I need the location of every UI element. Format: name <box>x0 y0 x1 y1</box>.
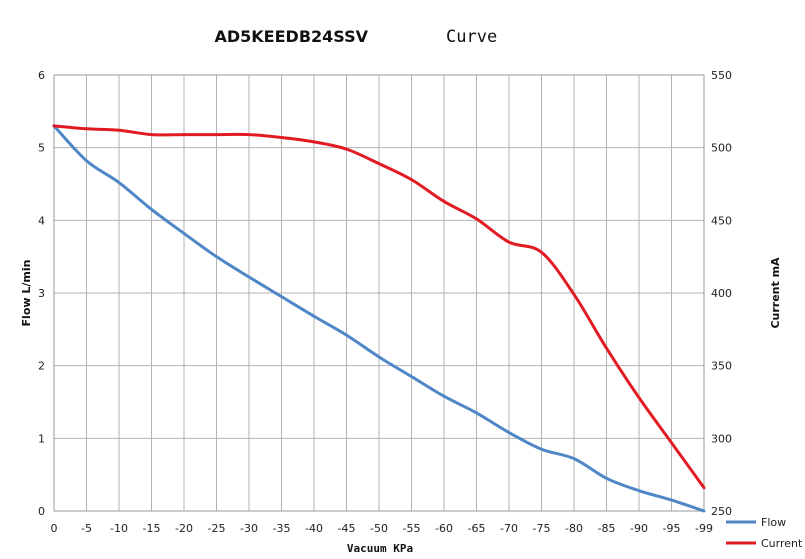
series-line-current <box>52 124 706 490</box>
x-tick-label: -35 <box>273 522 291 535</box>
series-line-flow <box>52 124 706 513</box>
y-right-axis-title: Current mA <box>769 257 782 329</box>
x-tick-label: 0 <box>51 522 58 535</box>
x-axis-title: Vacuum KPa <box>347 542 413 555</box>
x-tick-label: -60 <box>435 522 453 535</box>
x-tick-label: -75 <box>533 522 551 535</box>
x-tick-label: -50 <box>370 522 388 535</box>
y-right-tick-label: 300 <box>711 432 732 445</box>
legend: Flow Current <box>726 516 803 550</box>
y-left-tick-label: 1 <box>38 432 45 445</box>
x-tick-label: -10 <box>110 522 128 535</box>
x-tick-label: -40 <box>305 522 323 535</box>
chart-title-model: AD5KEEDB24SSV <box>214 27 368 46</box>
chart-title: AD5KEEDB24SSV Curve <box>214 27 497 47</box>
x-tick-label: -95 <box>663 522 681 535</box>
y-left-tick-label: 6 <box>38 69 45 82</box>
x-tick-label: -45 <box>338 522 356 535</box>
y-left-tick-label: 5 <box>38 142 45 155</box>
y-left-axis-title: Flow L/min <box>20 260 33 327</box>
y-left-tick-label: 2 <box>38 360 45 373</box>
x-tick-label: -80 <box>565 522 583 535</box>
legend-label-flow: Flow <box>761 516 786 529</box>
y-left-tick-label: 4 <box>38 214 45 227</box>
y-right-tick-label: 400 <box>711 287 732 300</box>
x-tick-label: -85 <box>598 522 616 535</box>
x-tick-label: -55 <box>403 522 421 535</box>
y-right-tick-label: 350 <box>711 360 732 373</box>
grid <box>53 74 705 512</box>
x-tick-label: -90 <box>630 522 648 535</box>
x-tick-label: -20 <box>175 522 193 535</box>
y-left-tick-labels: 0 1 2 3 4 5 6 <box>38 69 45 518</box>
y-right-tick-label: 450 <box>711 214 732 227</box>
chart-title-suffix: Curve <box>446 27 497 47</box>
x-tick-label: -70 <box>500 522 518 535</box>
y-left-tick-label: 0 <box>38 505 45 518</box>
y-right-tick-label: 500 <box>711 142 732 155</box>
y-right-tick-label: 550 <box>711 69 732 82</box>
x-tick-label: -15 <box>143 522 161 535</box>
x-tick-label: -5 <box>81 522 92 535</box>
x-tick-labels: 0 -5 -10 -15 -20 -25 -30 -35 -40 -45 -50 -55 -60 -65 -… <box>51 522 713 535</box>
series-lines <box>52 124 706 513</box>
x-tick-label: -99 <box>695 522 713 535</box>
x-tick-label: -65 <box>468 522 486 535</box>
y-left-tick-label: 3 <box>38 287 45 300</box>
plot-border <box>53 74 705 512</box>
x-tick-label: -30 <box>240 522 258 535</box>
legend-label-current: Current <box>761 537 803 550</box>
y-right-tick-label: 250 <box>711 505 732 518</box>
y-right-tick-labels: 250 300 350 400 450 500 550 <box>711 69 732 518</box>
x-tick-label: -25 <box>208 522 226 535</box>
